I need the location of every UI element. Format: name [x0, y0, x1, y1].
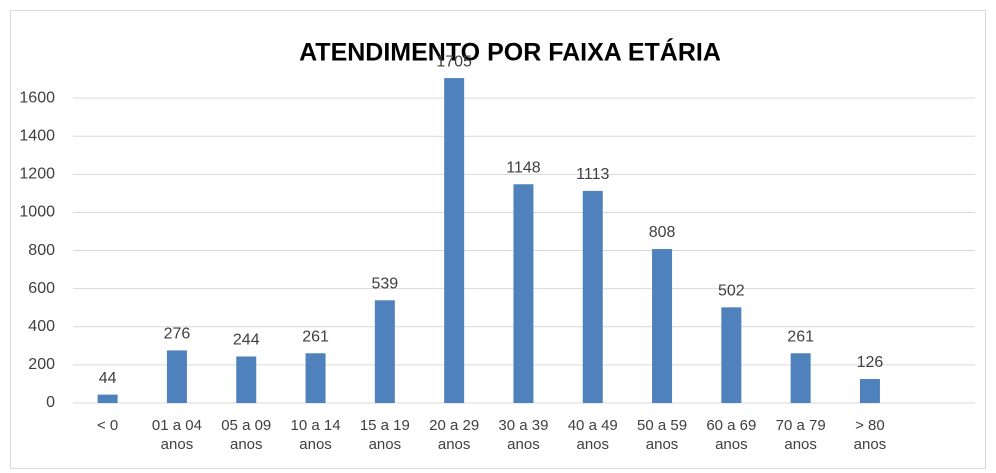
x-tick-label: 70 a 79 anos: [775, 417, 826, 453]
x-tick-label: 15 a 19 anos: [359, 417, 410, 453]
x-tick-label: 60 a 69 anos: [706, 417, 757, 453]
y-tick-label: 600: [28, 280, 55, 297]
data-label: 539: [371, 276, 398, 293]
bar: [513, 184, 534, 403]
bar: [790, 353, 811, 403]
y-tick-label: 1400: [19, 127, 55, 144]
y-tick-label: 1200: [19, 166, 55, 183]
data-label: 261: [787, 328, 814, 345]
bar: [582, 190, 603, 403]
bar: [97, 394, 118, 403]
data-label: 261: [302, 328, 329, 345]
chart-title: ATENDIMENTO POR FAIXA ETÁRIA: [299, 38, 721, 67]
bar: [721, 307, 742, 403]
bar: [166, 350, 187, 403]
x-tick-label: 10 a 14 anos: [290, 417, 341, 453]
bar: [444, 78, 465, 403]
y-tick-label: 800: [28, 242, 55, 259]
x-tick-label: 50 a 59 anos: [637, 417, 688, 453]
y-tick-label: 1000: [19, 204, 55, 221]
y-tick-label: 400: [28, 318, 55, 335]
bar: [305, 353, 326, 403]
y-tick-label: 0: [46, 394, 55, 411]
chart-frame: [10, 10, 986, 469]
x-tick-label: 05 a 09 anos: [221, 417, 272, 453]
x-tick-label: > 80 anos: [853, 417, 887, 453]
x-tick-label: 01 a 04 anos: [151, 417, 202, 453]
x-tick-label: 30 a 39 anos: [498, 417, 549, 453]
y-tick-label: 1600: [19, 89, 55, 106]
data-label: 44: [99, 370, 117, 387]
bar: [236, 356, 257, 403]
data-label: 276: [164, 326, 191, 343]
data-label: 1705: [436, 53, 472, 70]
x-tick-label: < 0: [97, 417, 119, 434]
bar: [859, 378, 880, 403]
x-tick-label: 40 a 49 anos: [567, 417, 618, 453]
data-label: 126: [857, 354, 884, 371]
bar: [374, 300, 395, 403]
data-label: 1113: [576, 166, 609, 183]
x-tick-label: 20 a 29 anos: [429, 417, 480, 453]
data-label: 808: [649, 224, 676, 241]
data-label: 502: [718, 283, 745, 300]
data-label: 244: [233, 332, 260, 349]
data-label: 1148: [506, 159, 541, 176]
y-tick-label: 200: [28, 356, 55, 373]
bar: [652, 249, 673, 403]
